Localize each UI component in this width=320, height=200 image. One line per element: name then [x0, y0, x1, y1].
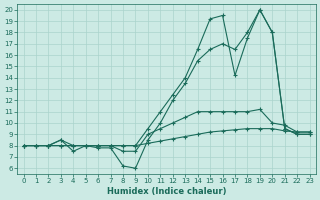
X-axis label: Humidex (Indice chaleur): Humidex (Indice chaleur) [107, 187, 226, 196]
